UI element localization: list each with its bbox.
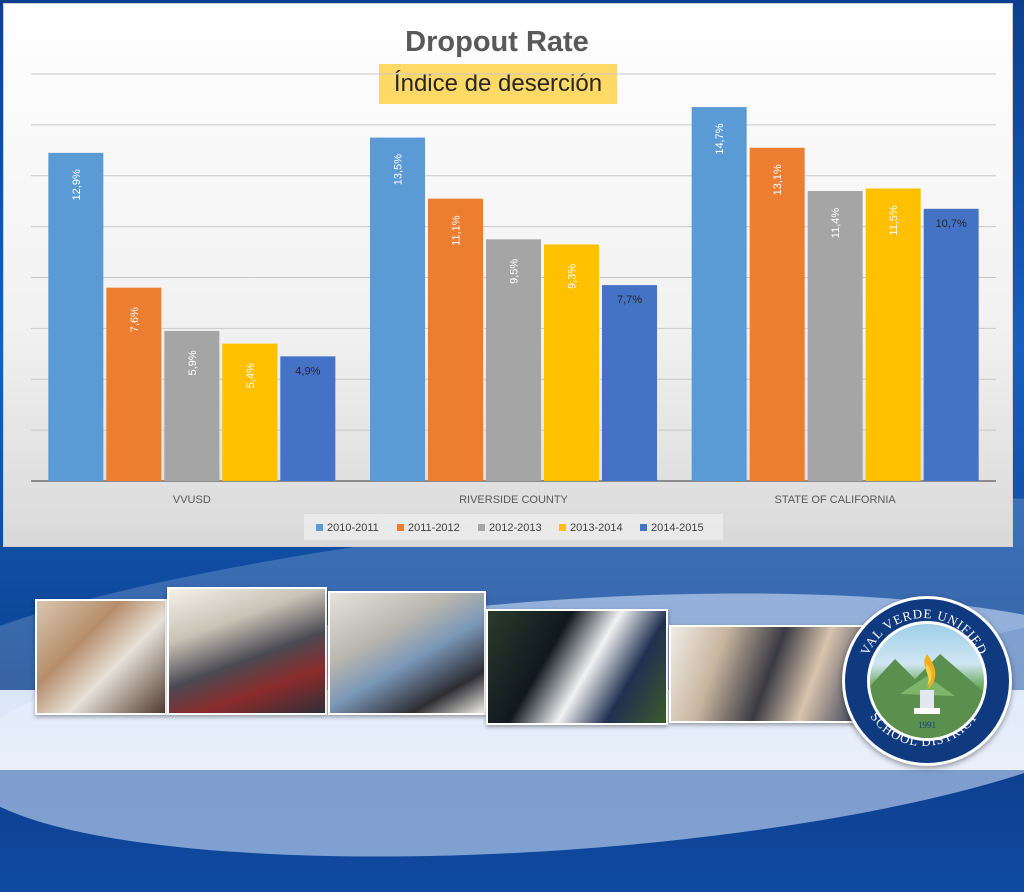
chart-panel: Dropout Rate Índice de deserción 12,9% 7,… — [3, 3, 1013, 547]
data-label: 11,1% — [451, 215, 463, 246]
legend-background — [304, 514, 723, 540]
legend-swatch — [559, 524, 566, 531]
teacher-students-photo — [669, 625, 869, 723]
bar — [280, 356, 336, 481]
data-label: 7,7% — [617, 294, 642, 306]
torch-icon: 1991 — [870, 654, 984, 738]
bar — [486, 239, 541, 481]
district-seal-logo: VAL VERDE UNIFIED SCHOOL DISTRICT 1991 — [842, 596, 1012, 766]
computer-lab-photo — [167, 587, 327, 715]
data-label: 5,9% — [187, 350, 199, 375]
bar — [865, 188, 921, 481]
legend-swatch — [478, 524, 485, 531]
legend-label: 2014-2015 — [651, 522, 704, 534]
data-label: 9,5% — [509, 259, 521, 284]
data-label: 7,6% — [129, 307, 141, 332]
data-label: 4,9% — [295, 365, 320, 377]
data-label: 10,7% — [936, 218, 967, 230]
bar — [428, 198, 483, 482]
legend-swatch — [397, 524, 404, 531]
x-tick-label: VVUSD — [173, 494, 211, 506]
x-tick-label: RIVERSIDE COUNTY — [459, 494, 568, 506]
bar — [164, 330, 220, 481]
data-label: 5,4% — [245, 363, 257, 388]
bar — [544, 244, 599, 481]
data-label: 11,5% — [888, 205, 900, 236]
data-label: 13,1% — [772, 164, 784, 195]
legend-label: 2012-2013 — [489, 522, 542, 534]
data-label: 13,5% — [393, 154, 405, 185]
seal-year: 1991 — [918, 720, 936, 730]
data-label: 11,4% — [830, 208, 842, 239]
data-label: 14,7% — [714, 123, 726, 154]
bar — [807, 191, 863, 481]
legend-label: 2011-2012 — [408, 522, 460, 534]
science-lab-photo — [328, 591, 486, 715]
bar — [691, 107, 747, 481]
football-photo — [486, 609, 668, 725]
legend-label: 2010-2011 — [327, 522, 379, 534]
bar — [106, 287, 162, 481]
students-classroom-photo — [35, 599, 167, 715]
bar — [749, 147, 805, 482]
legend-swatch — [316, 524, 323, 531]
legend-label: 2013-2014 — [570, 522, 623, 534]
seal-emblem: 1991 — [867, 621, 987, 741]
bar — [48, 152, 104, 481]
bar — [602, 285, 657, 481]
bar-chart: 12,9% 7,6% 5,9% 5,4% 4,9% VVUSD 13,5% 11,1% 9,5%… — [31, 73, 996, 540]
x-tick-label: STATE OF CALIFORNIA — [775, 494, 897, 506]
data-label: 12,9% — [71, 169, 83, 200]
data-label: 9,3% — [567, 264, 579, 289]
photo-strip — [35, 585, 869, 725]
legend-swatch — [640, 524, 647, 531]
chart-title: Dropout Rate — [405, 26, 589, 58]
bar — [923, 208, 979, 481]
bar — [222, 343, 278, 481]
bar — [370, 137, 425, 481]
